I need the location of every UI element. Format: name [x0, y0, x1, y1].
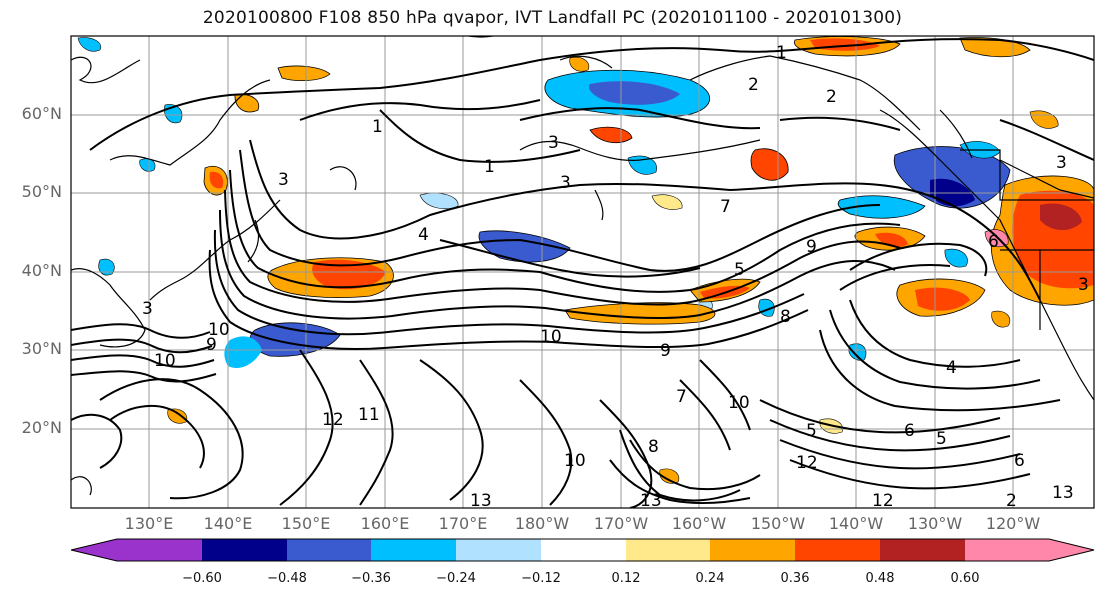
contour-label: 7 — [676, 387, 687, 407]
colorbar-tick: 0.60 — [950, 571, 980, 586]
contour-label: 10 — [208, 320, 230, 340]
contour-label: 6 — [1014, 451, 1025, 471]
contour-label: 3 — [548, 133, 559, 153]
contour-label: 1 — [372, 117, 383, 137]
contour-labels: 1 1 2 2 3 3 3 3 3 4 4 5 6 6 8 8 9 9 9 10… — [142, 43, 1089, 511]
lon-label-150e: 150°E — [281, 514, 331, 533]
colorbar — [70, 538, 1095, 562]
contour-label: 12 — [872, 491, 894, 511]
contour-label: 6 — [988, 232, 999, 252]
colorbar-tick: 0.12 — [611, 571, 641, 586]
lat-label-20n: 20°N — [21, 418, 62, 437]
contour-label: 12 — [796, 453, 818, 473]
map-title: 2020100800 F108 850 hPa qvapor, IVT Land… — [202, 8, 903, 28]
colorbar-extend-right — [1049, 539, 1094, 561]
colorbar-tick: 0.48 — [865, 571, 895, 586]
contour-label: 13 — [640, 491, 662, 511]
contour-label: 9 — [206, 335, 217, 355]
contour-label: 5 — [936, 429, 947, 449]
colorbar-extend-left — [71, 539, 117, 561]
lat-label-50n: 50°N — [21, 182, 62, 201]
lon-label-140e: 140°E — [203, 514, 253, 533]
contour-label: 13 — [1052, 483, 1074, 503]
map-panel: 1 1 2 2 3 3 3 3 3 4 4 5 6 6 8 8 9 9 9 10… — [71, 36, 1094, 511]
contour-label: 7 — [720, 197, 731, 217]
lon-label-140w: 140°W — [828, 514, 884, 533]
contour-label: 1 — [776, 43, 787, 63]
colorbar-tick: −0.60 — [182, 571, 222, 586]
contour-label: 3 — [278, 170, 289, 190]
contour-label: 10 — [154, 351, 176, 371]
contour-label: 8 — [780, 307, 791, 327]
lat-label-30n: 30°N — [21, 339, 62, 358]
coastlines — [71, 36, 1094, 496]
contour-label: 3 — [1056, 153, 1067, 173]
contour-label: 3 — [1078, 275, 1089, 295]
lon-label-160e: 160°E — [360, 514, 410, 533]
lon-label-170w: 170°W — [593, 514, 649, 533]
contour-label: 12 — [322, 410, 344, 430]
contour-label: 9 — [806, 237, 817, 257]
lon-label-160w: 160°W — [671, 514, 727, 533]
contour-label: 13 — [470, 491, 492, 511]
contour-label: 2 — [1006, 491, 1017, 511]
colorbar-tick: 0.36 — [780, 571, 810, 586]
contour-label: 2 — [748, 75, 759, 95]
contour-label: 10 — [564, 451, 586, 471]
colorbar-tick: −0.12 — [521, 571, 561, 586]
lon-label-130e: 130°E — [124, 514, 174, 533]
colorbar-tick: 0.24 — [695, 571, 725, 586]
colorbar-tick: −0.48 — [267, 571, 307, 586]
contour-label: 1 — [484, 157, 495, 177]
colorbar-tick: −0.24 — [436, 571, 476, 586]
contour-label: 10 — [540, 327, 562, 347]
contour-label: 3 — [142, 299, 153, 319]
contour-label: 4 — [946, 358, 957, 378]
anomaly-fills — [77, 36, 1094, 484]
contour-label: 8 — [648, 437, 659, 457]
lon-label-150w: 150°W — [750, 514, 806, 533]
lat-label-60n: 60°N — [21, 104, 62, 123]
lat-label-40n: 40°N — [21, 261, 62, 280]
contour-label: 5 — [806, 421, 817, 441]
lon-label-120w: 120°W — [985, 514, 1041, 533]
contour-label: 2 — [826, 87, 837, 107]
lon-label-130w: 130°W — [907, 514, 963, 533]
contour-label: 10 — [728, 393, 750, 413]
contour-label: 9 — [660, 341, 671, 361]
lon-label-180w: 180°W — [514, 514, 570, 533]
contour-lines — [71, 38, 1094, 508]
contour-label: 3 — [560, 173, 571, 193]
lon-label-170e: 170°E — [438, 514, 488, 533]
contour-label: 6 — [904, 421, 915, 441]
contour-label: 11 — [358, 405, 380, 425]
contour-label: 5 — [734, 260, 745, 280]
map-frame — [70, 35, 1095, 509]
colorbar-tick: −0.36 — [351, 571, 391, 586]
contour-label: 4 — [418, 225, 429, 245]
